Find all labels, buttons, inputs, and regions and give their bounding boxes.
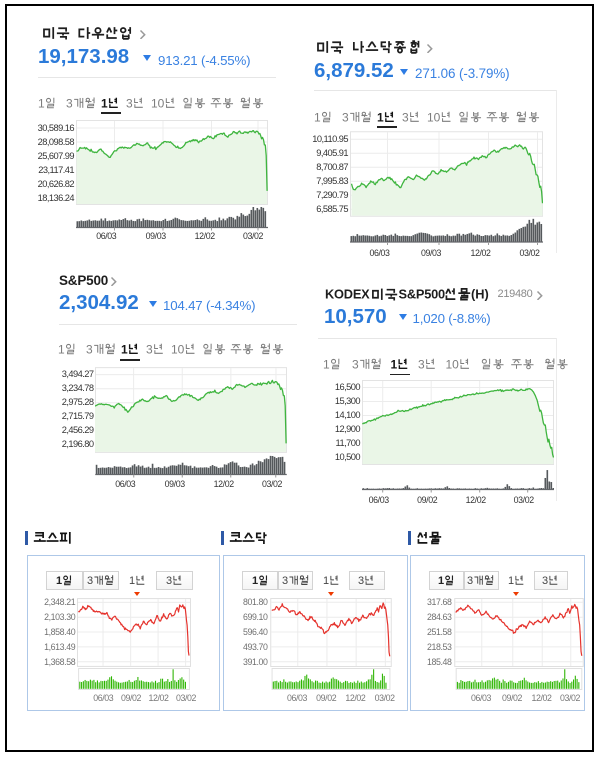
svg-text:3: 3 [358,575,364,587]
svg-text:1: 1 [508,575,514,587]
svg-text:KODEX: KODEX [325,287,370,302]
svg-text:3: 3 [402,110,409,124]
svg-text:3: 3 [126,96,133,110]
svg-text:1: 1 [390,357,397,371]
svg-text:3: 3 [342,110,349,124]
svg-text:1: 1 [323,575,329,587]
svg-text:1: 1 [323,357,330,371]
svg-text:1: 1 [56,575,62,587]
svg-text:10: 10 [427,110,441,124]
svg-text:3: 3 [467,575,473,587]
svg-text:1: 1 [252,575,258,587]
svg-text:10: 10 [171,343,185,357]
svg-text:3: 3 [542,575,548,587]
svg-text:1: 1 [121,343,128,357]
svg-text:1: 1 [438,575,444,587]
svg-text:3: 3 [66,96,73,110]
svg-text:3: 3 [166,575,172,587]
svg-text:1: 1 [38,96,45,110]
svg-text:1: 1 [58,343,65,357]
svg-text:3: 3 [352,357,359,371]
svg-text:3: 3 [146,343,153,357]
svg-text:1: 1 [377,110,384,124]
svg-text:(H): (H) [471,287,489,302]
svg-text:10: 10 [445,357,459,371]
svg-text:3: 3 [418,357,425,371]
svg-text:10: 10 [151,96,165,110]
svg-text:1: 1 [101,96,108,110]
svg-text:3: 3 [282,575,288,587]
svg-text:1: 1 [314,110,321,124]
svg-text:S&P500: S&P500 [399,287,446,302]
svg-text:3: 3 [86,343,93,357]
svg-text:1: 1 [129,575,135,587]
svg-text:3: 3 [87,575,93,587]
